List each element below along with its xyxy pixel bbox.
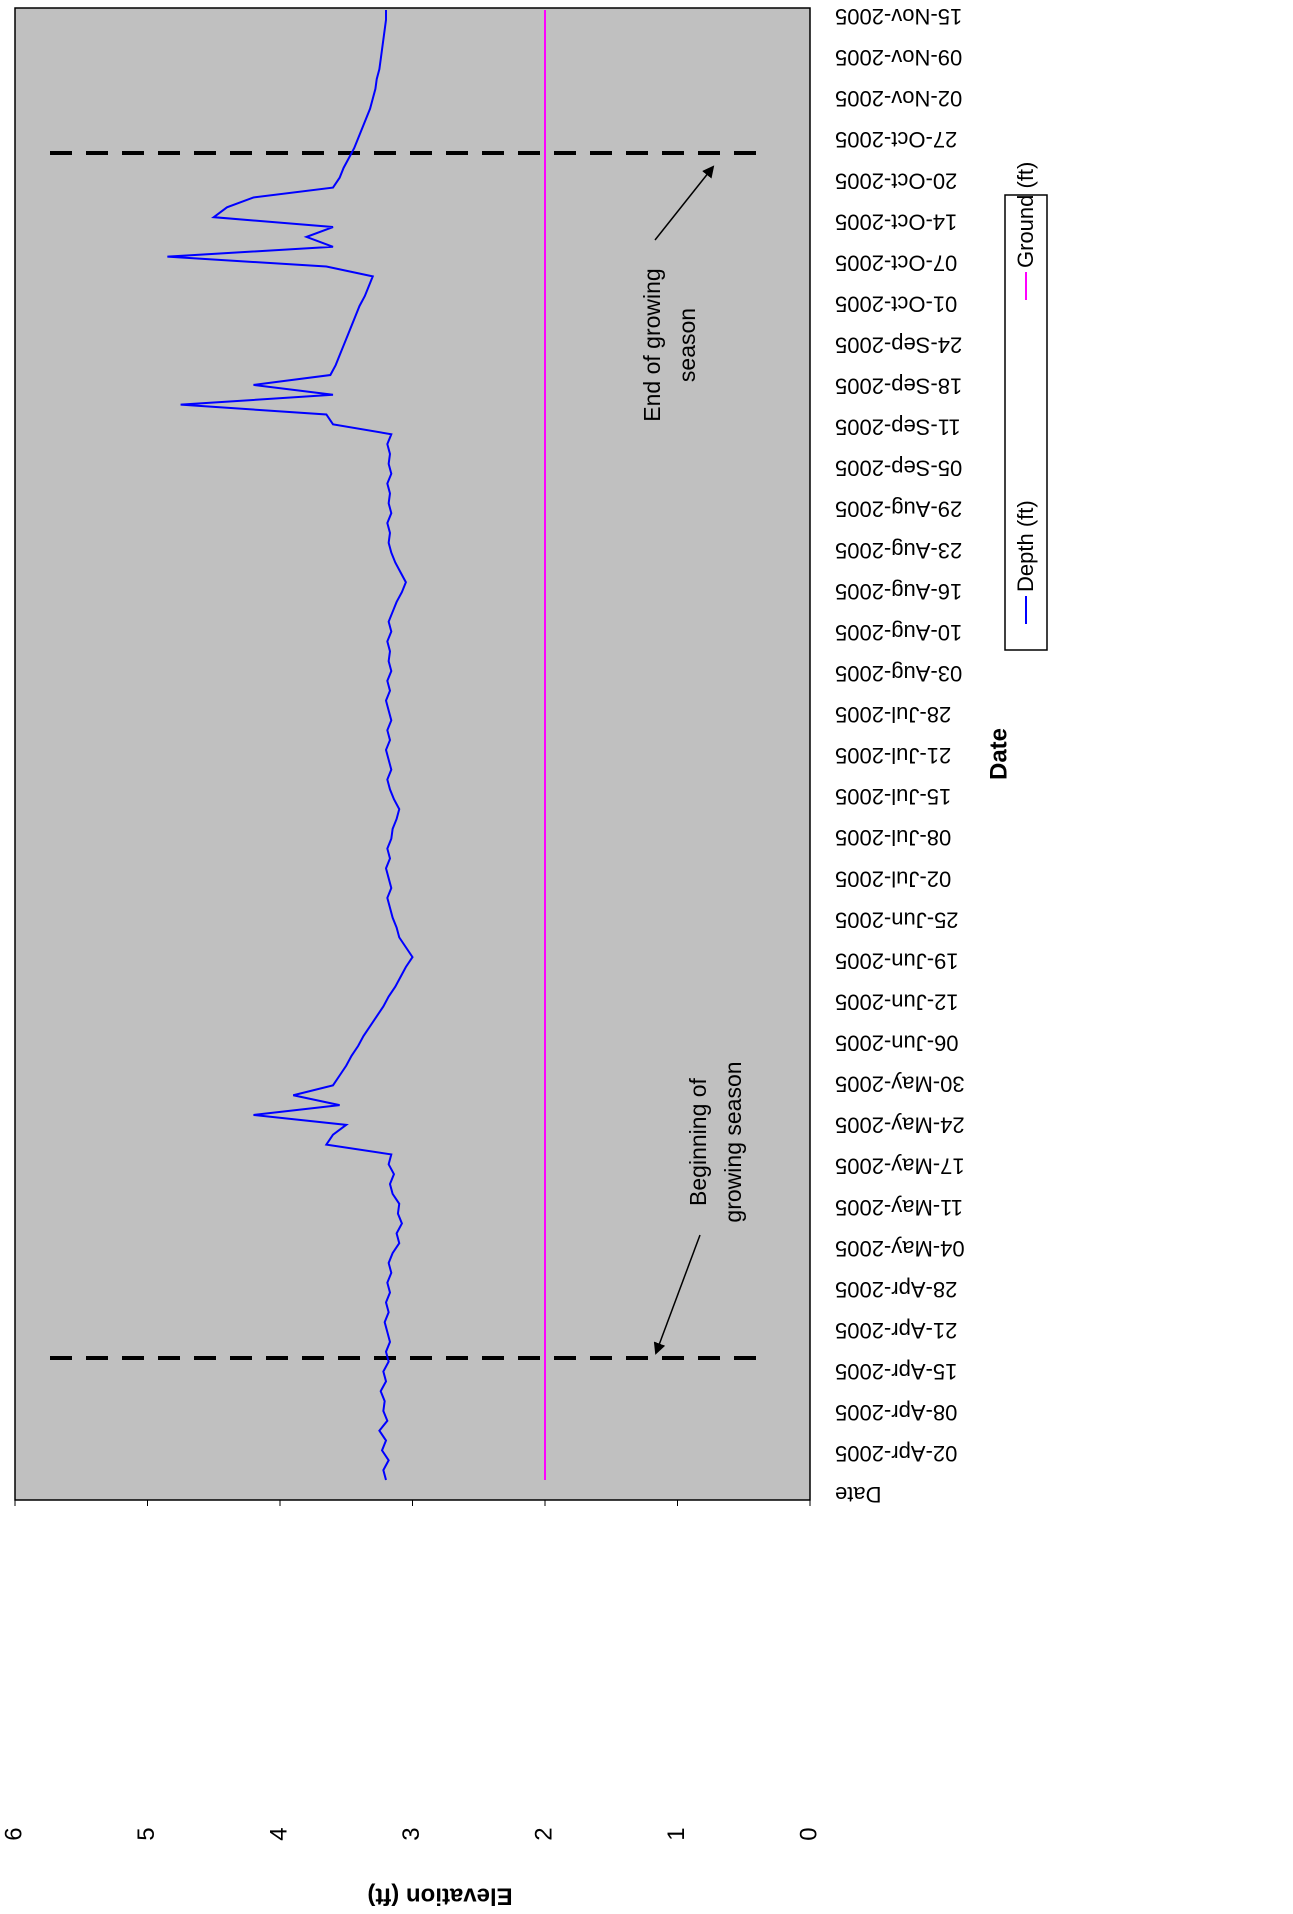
- legend: [1004, 194, 1048, 651]
- x-tick-label: 20-Oct-2005: [835, 168, 957, 193]
- x-tick-label: 11-May-2005: [835, 1195, 963, 1220]
- x-tick-label: 01-Oct-2005: [835, 291, 957, 316]
- series-line: [167, 10, 414, 1481]
- x-tick-label: 25-Jun-2005: [835, 907, 959, 932]
- x-tick-label: 02-Apr-2005: [835, 1441, 957, 1466]
- y-axis-title: Elevation (ft): [367, 1883, 512, 1910]
- x-tick-label: 02-Nov-2005: [835, 86, 962, 111]
- x-tick-label: 16-Aug-2005: [835, 579, 962, 604]
- x-tick-label: 28-Jul-2005: [835, 702, 951, 727]
- annotation: growing season: [720, 1061, 746, 1222]
- x-tick-label: 30-May-2005: [835, 1072, 965, 1097]
- x-tick-label: 05-Sep-2005: [835, 456, 962, 481]
- x-tick-label: 08-Jul-2005: [835, 825, 951, 850]
- x-tick-label: 21-Jul-2005: [835, 743, 951, 768]
- annotation-arrow: [653, 1234, 701, 1355]
- y-tick-label: 6: [0, 1827, 27, 1840]
- plot-area: [14, 7, 811, 1501]
- x-tick-label: 14-Oct-2005: [835, 209, 957, 234]
- x-tick-label: 06-Jun-2005: [835, 1031, 959, 1056]
- x-tick-label: 12-Jun-2005: [835, 989, 959, 1014]
- legend-label: Depth (ft): [1013, 500, 1038, 592]
- x-tick-label: 23-Aug-2005: [835, 538, 962, 563]
- x-tick-label: 29-Aug-2005: [835, 497, 962, 522]
- x-tick-label: 15-Jul-2005: [835, 784, 951, 809]
- x-tick-label: 08-Apr-2005: [835, 1400, 957, 1425]
- y-tick-label: 2: [530, 1827, 557, 1840]
- annotation: End of growing: [639, 268, 665, 421]
- x-tick-label: 18-Sep-2005: [835, 374, 962, 399]
- annotation: Beginning of: [685, 1077, 711, 1205]
- x-tick-label: 28-Apr-2005: [835, 1277, 957, 1302]
- y-tick-label: 5: [133, 1827, 160, 1840]
- x-tick-label: 15-Nov-2005: [835, 4, 962, 29]
- annotation: season: [674, 308, 700, 382]
- x-tick-label: 02-Jul-2005: [835, 866, 951, 891]
- y-tick-label: 3: [398, 1827, 425, 1840]
- x-tick-label: 15-Apr-2005: [835, 1359, 957, 1384]
- x-axis-title: Date: [985, 728, 1012, 780]
- x-tick-label: 04-May-2005: [835, 1236, 965, 1261]
- y-tick-label: 1: [663, 1827, 690, 1840]
- x-tick-label: 11-Sep-2005: [835, 415, 961, 440]
- x-tick-label: 21-Apr-2005: [835, 1318, 957, 1343]
- x-tick-label: Date: [835, 1482, 881, 1507]
- x-tick-label: 27-Oct-2005: [835, 127, 957, 152]
- annotation-arrow: [654, 165, 715, 241]
- x-tick-label: 03-Aug-2005: [835, 661, 962, 686]
- x-tick-label: 19-Jun-2005: [835, 948, 959, 973]
- x-tick-label: 24-May-2005: [835, 1113, 965, 1138]
- y-tick-label: 0: [795, 1827, 822, 1840]
- x-tick-label: 10-Aug-2005: [835, 620, 962, 645]
- x-tick-label: 24-Sep-2005: [835, 333, 962, 358]
- x-tick-label: 09-Nov-2005: [835, 45, 962, 70]
- legend-label: Ground (ft): [1013, 162, 1038, 268]
- y-tick-label: 4: [265, 1827, 292, 1840]
- x-tick-label: 07-Oct-2005: [835, 250, 957, 275]
- x-tick-label: 17-May-2005: [835, 1154, 965, 1179]
